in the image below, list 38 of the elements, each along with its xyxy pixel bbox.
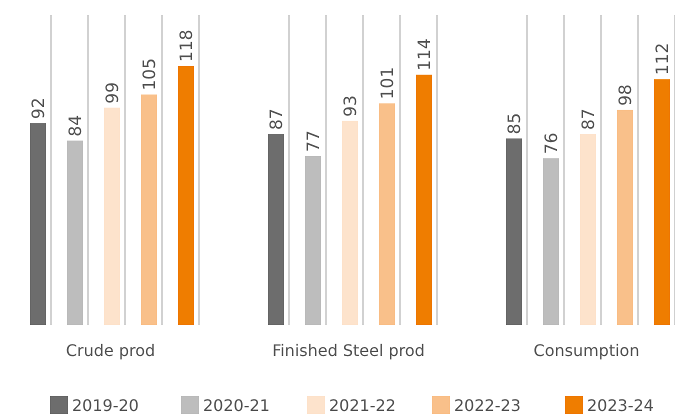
bar bbox=[506, 138, 522, 325]
legend-label: 2023-24 bbox=[587, 396, 654, 415]
bar bbox=[580, 134, 596, 325]
bar bbox=[342, 120, 358, 325]
legend-label: 2021-22 bbox=[329, 396, 396, 415]
data-label: 84 bbox=[66, 114, 86, 137]
data-label: 112 bbox=[653, 42, 673, 76]
bar bbox=[104, 108, 120, 325]
data-label: 98 bbox=[616, 84, 636, 106]
x-tick-label: Consumption bbox=[534, 341, 640, 360]
legend-label: 2019-20 bbox=[72, 396, 139, 415]
data-label: 87 bbox=[267, 108, 287, 130]
bar bbox=[416, 74, 432, 325]
legend-label: 2022-23 bbox=[454, 396, 521, 415]
bar bbox=[178, 66, 194, 325]
bar bbox=[654, 79, 670, 325]
x-tick-label: Crude prod bbox=[66, 341, 156, 360]
bar bbox=[379, 103, 395, 325]
data-label: 99 bbox=[103, 82, 123, 104]
data-label: 118 bbox=[177, 30, 197, 62]
x-tick-label: Finished Steel prod bbox=[272, 341, 425, 360]
data-label: 87 bbox=[579, 108, 599, 130]
bar bbox=[30, 123, 46, 325]
data-label: 85 bbox=[505, 112, 525, 134]
data-label: 114 bbox=[415, 38, 435, 71]
data-label: 101 bbox=[378, 66, 398, 100]
data-label: 77 bbox=[304, 130, 324, 152]
data-label: 105 bbox=[140, 58, 160, 91]
bar bbox=[305, 156, 321, 325]
bar bbox=[268, 134, 284, 325]
bar bbox=[141, 94, 157, 325]
data-label: 76 bbox=[542, 132, 562, 154]
bar bbox=[67, 140, 83, 325]
data-label: 92 bbox=[29, 97, 49, 120]
bar bbox=[543, 158, 559, 325]
data-label: 93 bbox=[341, 95, 361, 117]
legend-label: 2020-21 bbox=[203, 396, 270, 415]
bar bbox=[617, 110, 633, 325]
